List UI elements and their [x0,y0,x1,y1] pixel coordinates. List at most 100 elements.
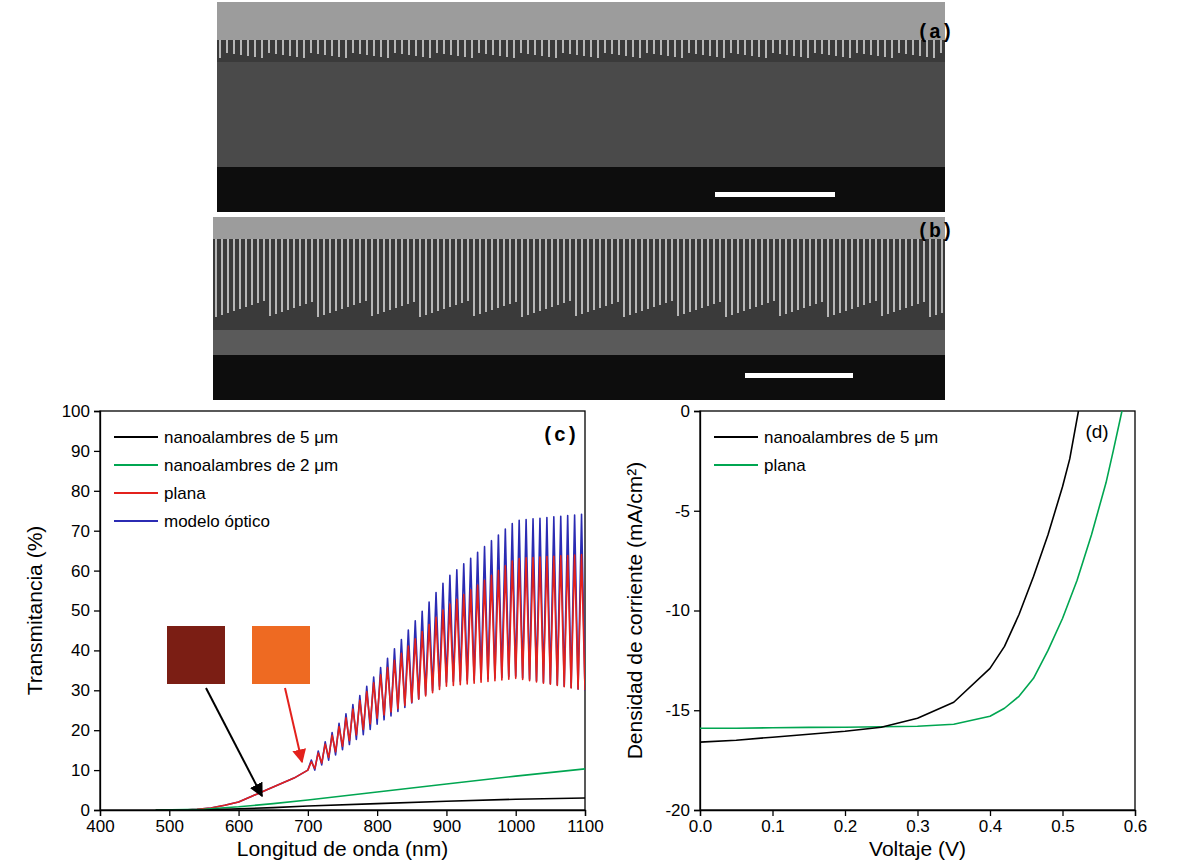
tick-label: 30 [71,681,90,700]
tick-mark [585,810,586,816]
series-line [155,555,585,810]
nanowire [587,239,589,312]
tick: 600 [225,810,253,836]
tick: 0.3 [906,810,930,836]
nanowire [689,239,691,312]
nanowire [665,239,667,303]
nanowire [341,239,343,309]
nanowire [695,40,697,54]
nanowire [395,239,397,308]
nanowire [875,239,877,301]
nanowire [833,239,835,315]
tick-mark [94,570,100,571]
nanowire [509,239,511,304]
nanowire [737,40,739,54]
nanowire [275,40,277,54]
sample-insets [167,626,310,796]
legend-swatch [714,464,758,466]
nanowire [527,239,529,315]
nanowire [429,40,431,58]
nanowire [899,239,901,310]
nanowire [893,239,895,312]
nanowire [269,239,271,316]
nanowire [233,239,235,311]
nanowire [814,40,816,53]
nanowire [464,40,466,57]
tick: 0.0 [689,810,713,836]
nanowire [371,239,373,316]
legend: nanoalambres de 5 μmnanoalambres de 2 μm… [114,428,338,531]
plot-marks [155,514,585,810]
nanowire [268,40,270,53]
micrograph: (b) [213,217,953,400]
nanowire [725,239,727,317]
tick-label: -20 [665,801,690,820]
nanowire [520,40,522,53]
tick: 1100 [567,810,604,836]
tick-mark [94,491,100,492]
nanowire [408,40,410,55]
nanowire [413,239,415,302]
y-axis: 0102030405060708090100 [62,402,101,820]
tick: 70 [71,522,100,541]
nanowire [515,239,517,302]
nanowire [839,239,841,313]
nanowire [809,239,811,306]
x-axis-title: Voltaje (V) [869,837,966,860]
nanowire [329,239,331,313]
nanowire [929,239,931,317]
tick-label: 90 [71,442,90,461]
tick-label: 20 [71,721,90,740]
tick-mark [308,810,309,816]
nanowire [688,40,690,53]
nanowire [884,40,886,57]
nanowire [695,239,697,310]
nanowire [828,40,830,55]
tick: 30 [71,681,100,700]
nanowire [877,40,879,56]
x-axis: 40050060070080090010001100 [86,810,603,836]
nanowire [261,40,263,58]
tick-label: 60 [71,562,90,581]
nanowire [576,40,578,55]
nanowire [827,239,829,317]
tick: 0 [681,402,700,421]
nanowire [849,40,851,58]
micrograph: (a) [217,2,953,212]
nanowire [324,40,326,55]
nanowire [352,40,354,53]
tick-label: 800 [363,817,391,836]
tick-label: 1000 [497,817,535,836]
nanowire [247,40,249,56]
nanowire [737,239,739,313]
nanowire [857,239,859,307]
plot-marks [700,411,1122,742]
nanowire [667,40,669,56]
nanowire [401,40,403,54]
legend-label: modelo óptico [164,512,270,531]
nanowire [870,40,872,55]
scale-bar [745,373,853,378]
inset-photo [167,626,225,684]
nanowire [387,40,389,58]
nanowire [443,239,445,309]
nanowire [310,40,312,53]
nanowire [359,239,361,303]
plot-frame [100,411,585,810]
nanowire [632,40,634,57]
nanowire [647,239,649,309]
nanowire [590,40,592,57]
nanowire [455,239,457,305]
tick: 900 [433,810,461,836]
nanowire [881,239,883,316]
nanowire [611,40,613,54]
nanowire [521,239,523,317]
tick-mark [94,770,100,771]
tick-mark [377,810,378,816]
nanowire [359,40,361,54]
nanowire [233,40,235,54]
legend-swatch [114,464,158,466]
nanowire [240,40,242,55]
tick: 10 [71,761,100,780]
plot-frame [700,411,1135,810]
